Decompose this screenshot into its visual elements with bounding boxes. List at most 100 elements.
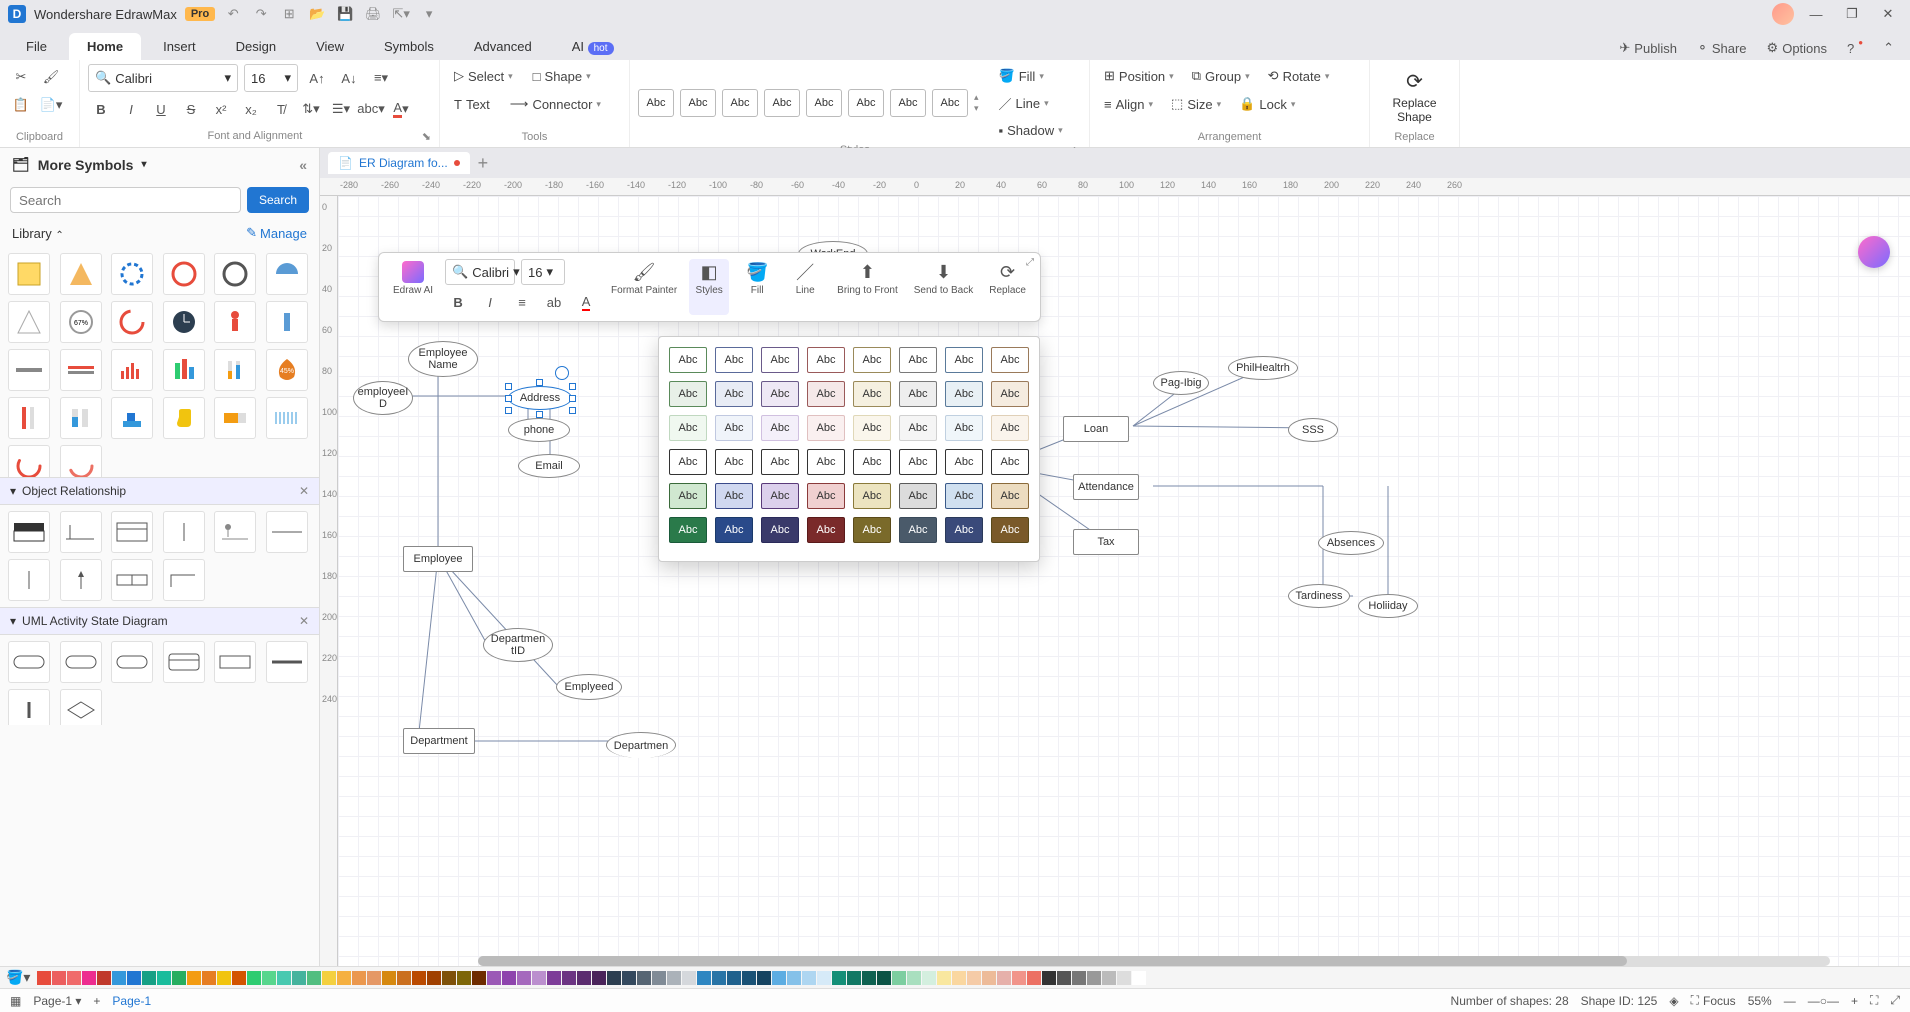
zoom-slider[interactable]: —○— (1808, 994, 1839, 1008)
style-cell[interactable]: Abc (991, 347, 1029, 373)
node-tax[interactable]: Tax (1073, 529, 1139, 555)
color-swatch[interactable] (472, 971, 486, 985)
node-department[interactable]: Department (403, 728, 475, 754)
node-absences[interactable]: Absences (1318, 531, 1384, 555)
canvas[interactable]: WorkEnd Employee Name employeeI D Addres… (338, 196, 1910, 966)
color-swatch[interactable] (682, 971, 696, 985)
shape-item[interactable] (214, 511, 256, 553)
color-swatch[interactable] (232, 971, 246, 985)
selection-handle[interactable] (569, 395, 576, 402)
connector-button[interactable]: ⟶ Connector▾ (504, 92, 607, 116)
color-swatch[interactable] (1132, 971, 1146, 985)
shape-item[interactable] (60, 689, 102, 725)
shape-item[interactable] (266, 301, 308, 343)
help-icon[interactable]: ?● (1839, 37, 1871, 60)
add-page-icon[interactable]: + (93, 994, 100, 1008)
cut-icon[interactable]: ✂ (8, 64, 34, 90)
style-cell[interactable]: Abc (991, 415, 1029, 441)
color-swatch[interactable] (1072, 971, 1086, 985)
group-button[interactable]: ⧉ Group▾ (1186, 64, 1256, 88)
send-back-button[interactable]: ⬇Send to Back (910, 259, 977, 315)
shape-item[interactable] (214, 641, 256, 683)
color-swatch[interactable] (442, 971, 456, 985)
export-icon[interactable]: ⇱▾ (391, 4, 411, 24)
font-size-combo[interactable]: 16▾ (244, 64, 298, 92)
style-cell[interactable]: Abc (853, 517, 891, 543)
color-swatch[interactable] (982, 971, 996, 985)
fill-button[interactable]: 🪣 Fill▾ (993, 64, 1069, 88)
style-cell[interactable]: Abc (715, 381, 753, 407)
collapse-panel-icon[interactable]: « (299, 157, 307, 173)
select-button[interactable]: ▷ Select▾ (448, 64, 519, 88)
color-swatch[interactable] (997, 971, 1011, 985)
tab-insert[interactable]: Insert (145, 33, 214, 60)
style-cell[interactable]: Abc (761, 415, 799, 441)
color-swatch[interactable] (82, 971, 96, 985)
style-preset[interactable]: Abc (680, 89, 716, 117)
style-cell[interactable]: Abc (991, 381, 1029, 407)
replace-button[interactable]: ⟳Replace (985, 259, 1030, 315)
shape-item[interactable] (111, 559, 153, 601)
style-cell[interactable]: Abc (853, 449, 891, 475)
color-swatch[interactable] (37, 971, 51, 985)
fit-page-icon[interactable]: ⛶ (1870, 993, 1878, 1008)
shape-item[interactable] (214, 301, 256, 343)
underline-icon[interactable]: U (148, 96, 174, 122)
shape-item[interactable]: 45% (266, 349, 308, 391)
color-swatch[interactable] (367, 971, 381, 985)
node-holiday[interactable]: Holiiday (1358, 594, 1418, 618)
color-swatch[interactable] (772, 971, 786, 985)
ai-assistant-icon[interactable] (1858, 236, 1890, 268)
shape-item[interactable] (8, 641, 50, 683)
color-swatch[interactable] (277, 971, 291, 985)
brush-icon[interactable]: 🖌 (38, 64, 64, 90)
style-cell[interactable]: Abc (807, 347, 845, 373)
layers-icon[interactable]: ◈ (1669, 994, 1678, 1008)
style-cell[interactable]: Abc (899, 347, 937, 373)
color-swatch[interactable] (592, 971, 606, 985)
style-preset[interactable]: Abc (722, 89, 758, 117)
color-swatch[interactable] (457, 971, 471, 985)
shape-item[interactable] (8, 511, 50, 553)
tab-design[interactable]: Design (218, 33, 294, 60)
shape-item[interactable] (214, 397, 256, 439)
style-cell[interactable]: Abc (669, 381, 707, 407)
color-swatch[interactable] (937, 971, 951, 985)
style-cell[interactable]: Abc (945, 449, 983, 475)
superscript-icon[interactable]: x² (208, 96, 234, 122)
node-tardiness[interactable]: Tardiness (1288, 584, 1350, 608)
style-cell[interactable]: Abc (807, 381, 845, 407)
print-icon[interactable]: 🖨 (363, 4, 383, 24)
selection-handle[interactable] (536, 411, 543, 418)
bucket-icon[interactable]: 🪣▾ (6, 969, 30, 986)
text-transform-icon[interactable]: abc▾ (358, 96, 384, 122)
selection-handle[interactable] (569, 407, 576, 414)
shape-item[interactable] (60, 445, 102, 477)
color-swatch[interactable] (1117, 971, 1131, 985)
float-highlight-icon[interactable]: ab (541, 289, 567, 315)
color-swatch[interactable] (247, 971, 261, 985)
style-cell[interactable]: Abc (715, 483, 753, 509)
bold-icon[interactable]: B (88, 96, 114, 122)
color-swatch[interactable] (832, 971, 846, 985)
float-size-combo[interactable]: 16▾ (521, 259, 565, 285)
color-swatch[interactable] (1087, 971, 1101, 985)
text-button[interactable]: T Text (448, 92, 496, 116)
decrease-font-icon[interactable]: A↓ (336, 65, 362, 91)
shape-item[interactable] (214, 253, 256, 295)
color-swatch[interactable] (1057, 971, 1071, 985)
shape-item[interactable] (60, 511, 102, 553)
style-cell[interactable]: Abc (945, 415, 983, 441)
style-cell[interactable]: Abc (669, 449, 707, 475)
rotate-button[interactable]: ⟲ Rotate▾ (1262, 64, 1336, 88)
color-swatch[interactable] (667, 971, 681, 985)
color-swatch[interactable] (97, 971, 111, 985)
color-swatch[interactable] (157, 971, 171, 985)
node-employee[interactable]: Employee (403, 546, 473, 572)
shape-item[interactable] (8, 253, 50, 295)
save-icon[interactable]: 💾 (335, 4, 355, 24)
node-sss[interactable]: SSS (1288, 418, 1338, 442)
selection-handle[interactable] (505, 395, 512, 402)
fill-button[interactable]: 🪣Fill (737, 259, 777, 315)
color-swatch[interactable] (262, 971, 276, 985)
